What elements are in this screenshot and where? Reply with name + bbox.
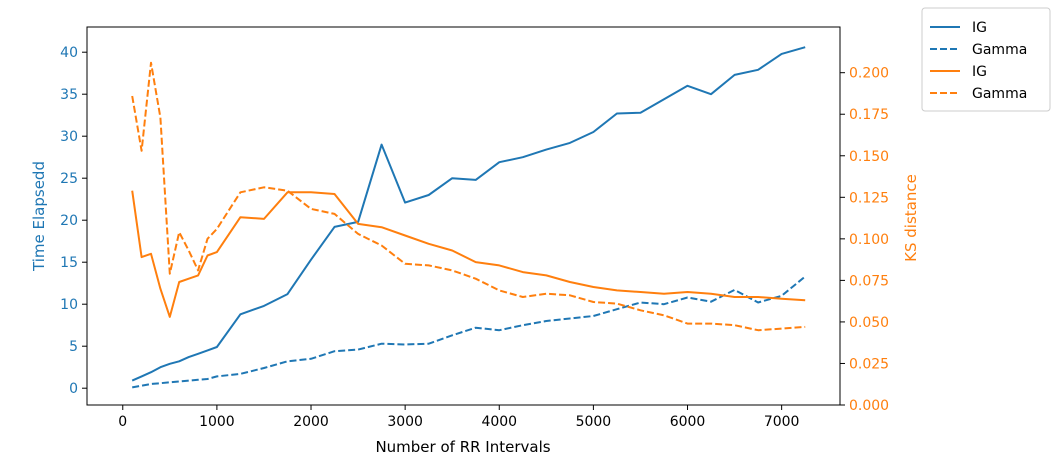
x-tick-label: 2000 — [293, 414, 329, 430]
x-tick-label: 0 — [118, 414, 127, 430]
legend-label: Gamma — [972, 86, 1027, 102]
right-y-tick-label: 0.100 — [849, 232, 889, 248]
x-axis-title: Number of RR Intervals — [375, 438, 550, 456]
series-layer — [131, 46, 806, 389]
series-line-orange-gamma — [131, 61, 806, 332]
right-y-axis-title: KS distance — [902, 174, 920, 262]
left-y-tick-label: 15 — [60, 255, 78, 271]
right-y-tick-label: 0.050 — [849, 315, 889, 331]
left-y-tick-label: 5 — [69, 339, 78, 355]
right-y-tick-label: 0.000 — [849, 398, 889, 414]
legend-label: IG — [972, 20, 987, 36]
left-y-tick-label: 10 — [60, 297, 78, 313]
plot-area-frame — [86, 26, 841, 406]
series-line-orange-ig — [131, 190, 806, 318]
x-tick-label: 5000 — [576, 414, 612, 430]
x-tick-label: 1000 — [199, 414, 235, 430]
right-y-tick-label: 0.200 — [849, 66, 889, 82]
series-line-blue-ig — [131, 46, 806, 382]
x-tick-label: 7000 — [764, 414, 800, 430]
legend-frame — [921, 7, 1051, 112]
x-tick-label: 6000 — [670, 414, 706, 430]
left-y-tick-label: 20 — [60, 213, 78, 229]
right-y-tick-label: 0.175 — [849, 107, 889, 123]
left-y-tick-label: 0 — [69, 381, 78, 397]
left-y-axis: 0 5 10 15 20 25 30 35 40 — [60, 45, 87, 397]
left-y-tick-label: 25 — [60, 171, 78, 187]
left-y-tick-label: 40 — [60, 45, 78, 61]
right-y-tick-label: 0.075 — [849, 273, 889, 289]
left-y-axis-title: Time Elapsedd — [30, 161, 48, 272]
right-y-tick-label: 0.125 — [849, 190, 889, 206]
x-tick-label: 3000 — [387, 414, 423, 430]
right-y-tick-label: 0.150 — [849, 149, 889, 165]
x-tick-label: 4000 — [481, 414, 517, 430]
x-axis: 0 1000 2000 3000 4000 5000 6000 7000 — [118, 405, 799, 430]
right-y-axis: 0.000 0.025 0.050 0.075 0.100 0.125 0.150 0.175… — [840, 66, 889, 414]
left-y-tick-label: 30 — [60, 129, 78, 145]
legend-label: IG — [972, 64, 987, 80]
left-y-tick-label: 35 — [60, 87, 78, 103]
right-y-tick-label: 0.025 — [849, 356, 889, 372]
series-line-blue-gamma — [132, 275, 806, 389]
legend-label: Gamma — [972, 42, 1027, 58]
legend: IG Gamma IG Gamma — [921, 7, 1051, 112]
